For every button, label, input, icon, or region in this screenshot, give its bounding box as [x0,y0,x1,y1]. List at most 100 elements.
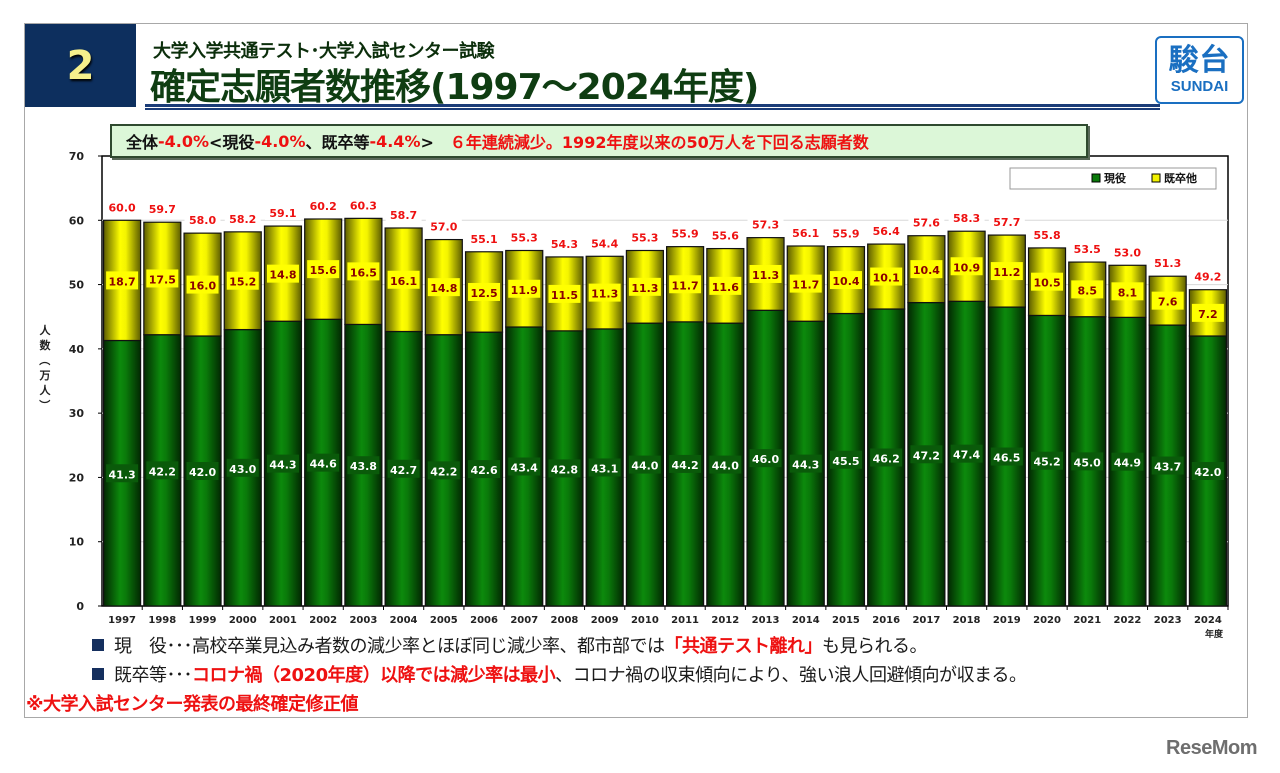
green-label-bg [1151,456,1184,475]
data-label-kisotsu: 11.3 [631,282,658,295]
data-label-kisotsu: 18.7 [109,275,136,288]
data-label-kisotsu: 10.1 [873,272,900,285]
x-tick-label: 1999 [189,615,217,626]
total-label-bg [868,222,905,239]
resemom-watermark: ReseMom [1166,737,1257,759]
data-label-genneki: 45.2 [1033,456,1060,469]
yellow-label-bg [709,276,742,295]
summary-text-3: -4.0% [254,131,306,151]
data-label-kisotsu: 17.5 [149,273,176,286]
x-tick-label: 1997 [108,615,136,626]
total-label-bg [1189,267,1226,284]
yellow-label-bg [870,267,903,286]
yellow-label-bg [950,257,983,276]
total-label-bg [1069,240,1106,257]
data-label-genneki: 43.4 [511,462,538,475]
x-tick-label: 2004 [390,615,418,626]
data-label-kisotsu: 11.9 [511,284,538,297]
x-tick-label: 2019 [993,615,1021,626]
total-label-bg [1029,225,1066,242]
total-label-bg [586,234,623,251]
data-label-kisotsu: 15.2 [229,276,256,289]
y-tick-label: 30 [69,407,85,420]
yellow-label-bg [829,271,862,290]
total-label-bg [224,209,261,226]
y-axis-label-char: ） [38,400,51,411]
data-label-kisotsu: 10.9 [953,261,980,274]
yellow-label-bg [146,269,179,288]
data-label-kisotsu: 15.6 [310,264,337,277]
section-number: 2 [66,42,95,89]
bullet-square-icon [92,639,104,651]
data-label-genneki: 44.9 [1114,457,1141,470]
y-tick-label: 50 [69,279,85,292]
green-label-bg [146,461,179,480]
data-label-kisotsu: 11.7 [792,279,819,292]
note-text-2: 、コロナ禍の収束傾向により、強い浪人回避傾向が収まる。 [555,665,1027,686]
data-label-genneki: 43.8 [350,460,377,473]
x-tick-label: 2015 [832,615,860,626]
data-label-kisotsu: 14.8 [269,269,296,282]
data-label-kisotsu: 11.3 [591,288,618,301]
total-label-bg [506,228,543,245]
green-label-bg [1191,462,1224,480]
green-label-bg [1071,452,1104,471]
data-label-total: 58.3 [953,212,980,225]
title-underline [145,104,1160,107]
note-graduates: 既卒等･･･コロナ禍（2020年度）以降では減少率は最小、コロナ禍の収束傾向によ… [92,661,1027,687]
note-text-2: も見られる。 [822,636,928,657]
y-axis-label-char: 人 [40,323,52,337]
summary-text-0: 全体 [126,133,159,152]
data-label-total: 55.9 [672,228,699,241]
data-label-total: 57.0 [430,221,457,234]
logo-kanji: 駿台 [1168,43,1231,78]
data-label-genneki: 46.5 [993,452,1020,465]
summary-text-7: ６年連続減少。1992年度以来の50万人を下回る志願者数 [449,133,869,152]
x-axis-label: 年度 [1205,628,1224,640]
x-tick-label: 2020 [1033,615,1061,626]
legend-swatch-0 [1091,173,1101,183]
total-label-bg [305,197,342,213]
data-label-total: 53.0 [1114,246,1141,259]
data-label-genneki: 44.6 [310,458,337,471]
data-label-total: 60.3 [350,199,377,212]
data-label-total: 56.4 [873,225,900,238]
data-label-genneki: 42.2 [430,465,457,478]
data-label-total: 51.3 [1154,257,1181,270]
yellow-label-bg [548,284,581,303]
x-tick-label: 2010 [631,615,659,626]
y-tick-label: 10 [69,536,85,549]
data-label-total: 55.9 [832,228,859,241]
legend-label-1: 既卒他 [1164,171,1197,185]
y-axis-label-char: 人 [40,383,52,397]
yellow-label-bg [910,260,943,279]
y-tick-label: 40 [69,343,85,356]
yellow-label-bg [1031,272,1064,291]
data-label-kisotsu: 11.3 [752,269,779,282]
data-label-total: 49.2 [1194,271,1221,284]
yellow-label-bg [347,262,380,281]
green-label-bg [226,458,259,477]
y-tick-label: 0 [76,600,84,613]
total-label-bg [466,229,503,246]
total-label-bg [948,209,985,226]
summary-text-5: -4.4% [369,131,421,151]
yellow-label-bg [1071,280,1104,299]
summary-text-6: > [420,133,450,152]
x-tick-label: 2005 [430,615,458,626]
total-label-bg [264,204,301,221]
data-label-genneki: 44.2 [672,459,699,472]
legend-label-0: 現役 [1104,171,1126,185]
legend-box [1009,167,1217,190]
green-label-bg [990,447,1023,466]
data-label-genneki: 46.2 [873,453,900,466]
summary-callout: 全体 -4.0% <現役 -4.0% 、既卒等 -4.4% > ６年連続減少。199… [110,124,1088,158]
total-label-bg [747,215,784,232]
data-label-kisotsu: 16.5 [350,266,377,279]
data-label-kisotsu: 7.6 [1158,296,1178,309]
data-label-total: 60.2 [310,200,337,213]
yellow-label-bg [427,278,460,297]
data-label-total: 58.7 [390,209,417,222]
note-text-0: 既卒等･･･ [114,665,193,686]
data-label-kisotsu: 11.6 [712,281,739,294]
